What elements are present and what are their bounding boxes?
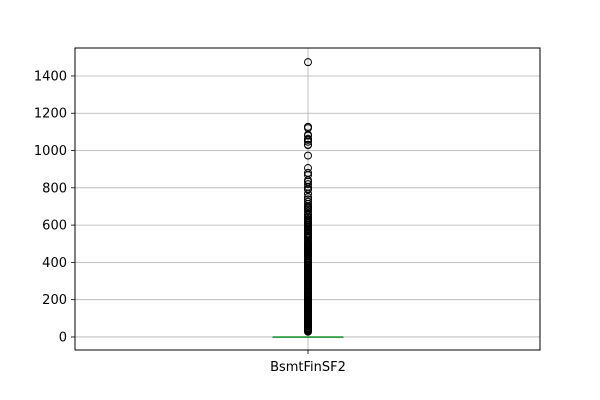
outlier-layer [304, 58, 312, 336]
outlier-point [304, 207, 312, 216]
boxplot-layer [272, 336, 344, 338]
outlier-point [304, 200, 312, 209]
y-tick-label: 1200 [34, 107, 67, 122]
outlier-point [304, 327, 312, 336]
x-tick-label: BsmtFinSF2 [270, 360, 346, 375]
y-tick-label: 1000 [34, 144, 67, 159]
outlier-point [304, 137, 312, 146]
tick-layer: 0 200 400 600 800 1000 1200 1400 BsmtFinSF2 [34, 69, 346, 375]
y-tick-label: 600 [42, 219, 67, 234]
outlier-point [304, 180, 312, 189]
y-tick-label: 400 [42, 256, 67, 271]
y-tick-label: 200 [42, 293, 67, 308]
outlier-point [304, 131, 312, 140]
y-tick-label: 0 [59, 330, 67, 345]
y-tick-label: 800 [42, 181, 67, 196]
plot-frame [74, 47, 541, 351]
outlier-point [304, 141, 312, 150]
outlier-point [304, 151, 312, 160]
outlier-point [304, 58, 312, 67]
outlier-point [304, 189, 312, 198]
y-tick-label: 1400 [34, 69, 67, 84]
